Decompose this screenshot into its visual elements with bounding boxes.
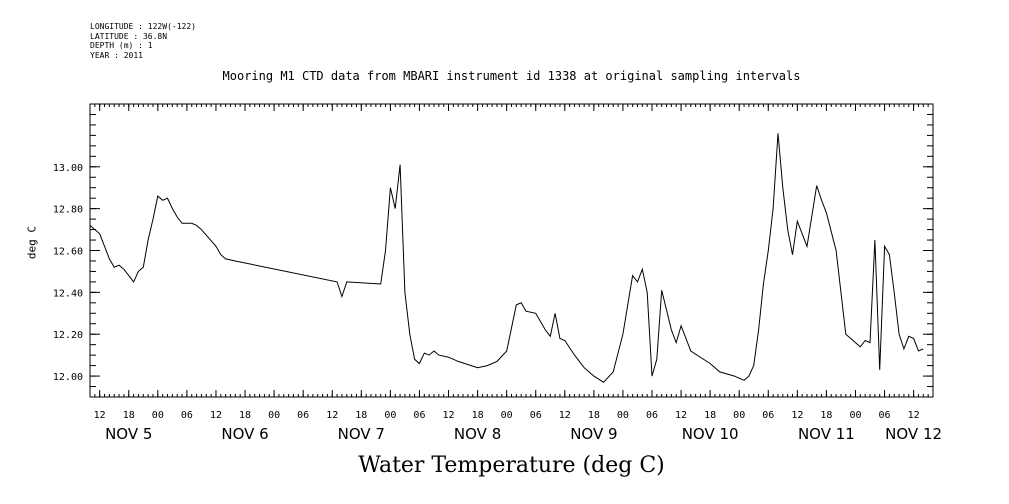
x-hour-tick-label: 18: [239, 410, 251, 421]
y-tick-label: 12.20: [53, 330, 83, 341]
y-tick-label: 13.00: [53, 163, 83, 174]
x-hour-tick-label: 12: [675, 410, 687, 421]
y-tick-label: 12.80: [53, 205, 83, 216]
x-hour-tick-label: 12: [908, 410, 920, 421]
x-hour-tick-label: 00: [152, 410, 164, 421]
x-hour-tick-label: 12: [94, 410, 106, 421]
x-day-label: NOV 11: [798, 425, 855, 443]
x-hour-tick-label: 00: [384, 410, 396, 421]
chart-title: Mooring M1 CTD data from MBARI instrumen…: [222, 69, 801, 83]
x-day-label: NOV 8: [454, 425, 501, 443]
x-hour-tick-label: 18: [472, 410, 484, 421]
x-hour-tick-label: 06: [413, 410, 425, 421]
x-hour-tick-label: 18: [704, 410, 716, 421]
label-group: 12 18 00 06 12 18 00 06 12 18 00 06 12 18 00 06 12 18 00 06…: [53, 163, 942, 443]
year-text: YEAR : 2011: [90, 50, 143, 60]
x-hour-tick-label: 00: [733, 410, 745, 421]
x-hour-tick-label: 18: [123, 410, 135, 421]
x-hour-tick-label: 06: [530, 410, 542, 421]
x-hour-tick-label: 06: [297, 410, 309, 421]
x-hour-tick-label: 06: [879, 410, 891, 421]
x-hour-tick-label: 12: [791, 410, 803, 421]
x-day-label: NOV 9: [570, 425, 617, 443]
depth-text: DEPTH (m) : 1: [90, 41, 153, 50]
x-hour-tick-label: 12: [559, 410, 571, 421]
plot-frame: [89, 103, 934, 398]
x-hour-tick-label: 06: [181, 410, 193, 421]
tick-group: [89, 103, 934, 398]
metadata-block: LONGITUDE : 122W(-122) LATITUDE : 36.8N …: [90, 22, 196, 60]
x-day-label: NOV 10: [682, 425, 739, 443]
x-hour-tick-label: 12: [326, 410, 338, 421]
x-hour-tick-label: 18: [588, 410, 600, 421]
x-hour-tick-label: 18: [820, 410, 832, 421]
x-hour-tick-label: 00: [268, 410, 280, 421]
x-hour-tick-label: 00: [849, 410, 861, 421]
x-hour-tick-label: 06: [762, 410, 774, 421]
x-hour-tick-label: 00: [617, 410, 629, 421]
latitude-text: LATITUDE : 36.8N: [90, 31, 168, 41]
x-hour-tick-label: 12: [442, 410, 454, 421]
x-axis-label: Water Temperature (deg C): [358, 453, 665, 478]
y-tick-label: 12.00: [53, 372, 83, 383]
x-hour-tick-label: 00: [501, 410, 513, 421]
temperature-line: [89, 133, 924, 383]
y-tick-label: 12.40: [53, 288, 83, 299]
x-day-label: NOV 12: [885, 425, 942, 443]
y-tick-label: 12.60: [53, 247, 83, 258]
x-day-label: NOV 5: [105, 425, 152, 443]
x-hour-tick-label: 06: [646, 410, 658, 421]
x-day-label: NOV 7: [338, 425, 385, 443]
x-hour-tick-label: 18: [355, 410, 367, 421]
x-hour-tick-label: 12: [210, 410, 222, 421]
longitude-text: LONGITUDE : 122W(-122): [90, 22, 196, 31]
x-day-label: NOV 6: [221, 425, 268, 443]
